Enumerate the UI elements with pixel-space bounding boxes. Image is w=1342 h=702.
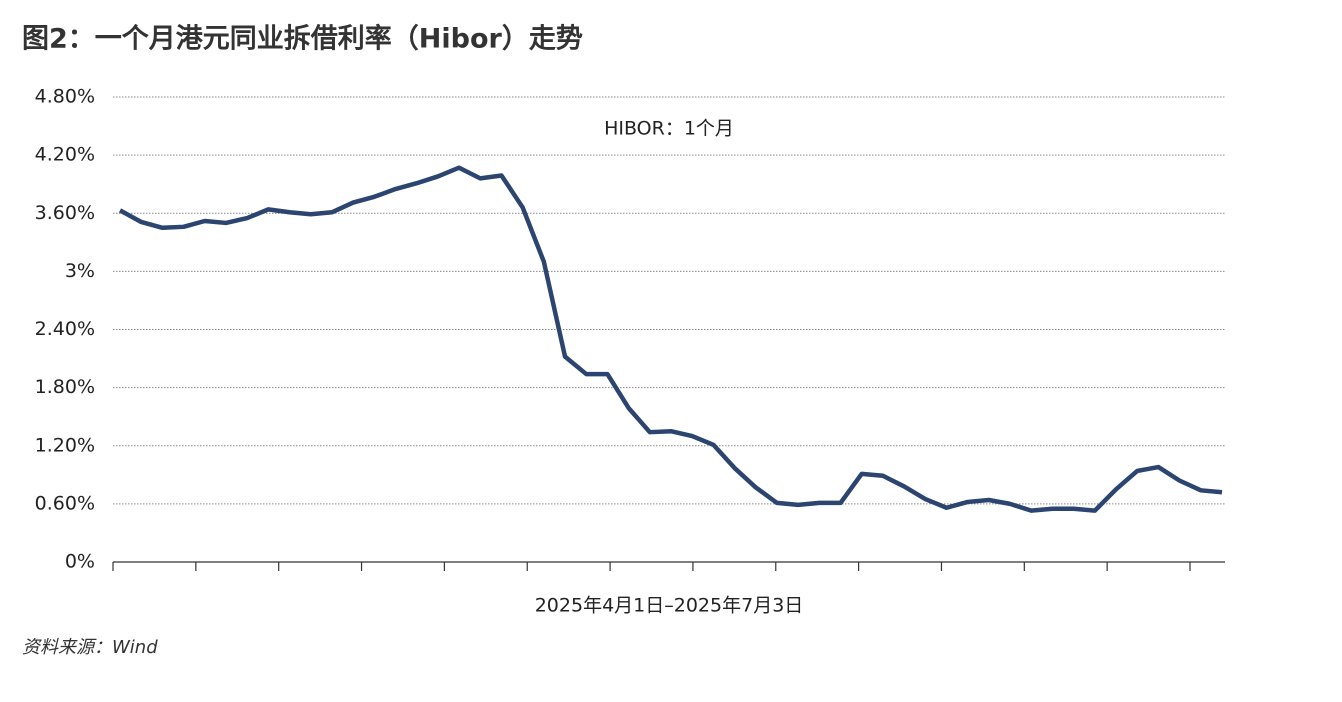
legend-entry: HIBOR：1个月 (604, 118, 734, 140)
y-tick-label: 4.80% (35, 86, 95, 108)
y-tick-label: 3.60% (35, 202, 95, 224)
y-tick-label: 1.20% (35, 434, 95, 456)
y-tick-label: 1.80% (35, 376, 95, 398)
y-tick-label: 0.60% (35, 492, 95, 514)
x-axis-label: 2025年4月1日–2025年7月3日 (535, 595, 804, 617)
source: 资料来源：Wind (22, 637, 158, 658)
y-tick-label: 2.40% (35, 318, 95, 340)
chart-title: 图2：一个月港元同业拆借利率（Hibor）走势 (22, 23, 583, 55)
line-series (118, 165, 1223, 513)
y-tick-label: 3% (65, 260, 95, 282)
y-tick-label: 0% (65, 551, 95, 573)
y-tick-label: 4.20% (35, 144, 95, 166)
